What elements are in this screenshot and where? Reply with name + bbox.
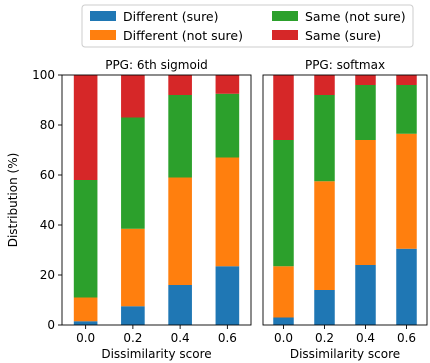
bar-segment [355, 75, 376, 85]
legend-label-different-not-sure: Different (not sure) [123, 28, 243, 43]
x-tick-label: 0.2 [315, 331, 334, 345]
x-tick-label: 0.6 [218, 331, 237, 345]
legend-label-different-sure: Different (sure) [123, 9, 219, 24]
bar-segment [73, 180, 98, 298]
bar-segment [73, 75, 98, 180]
x-tick-label: 0.4 [356, 331, 375, 345]
bar-segment [396, 75, 417, 85]
bar-segment [73, 297, 98, 322]
y-tick-label: 80 [40, 118, 55, 132]
bar-segment [121, 228, 145, 307]
bar-segment [215, 75, 240, 94]
y-tick-label: 60 [40, 168, 55, 182]
x-tick-label: 0.0 [274, 331, 293, 345]
axes-frame [262, 74, 428, 326]
bar-segment [355, 85, 376, 140]
legend-label-same-not-sure: Same (not sure) [305, 9, 406, 24]
bar-segment [314, 290, 335, 325]
chart-panel-softmax: PPG: softmax Dissimilarity score 0.0 0.2 0… [262, 58, 428, 361]
y-tick-label: 40 [40, 218, 55, 232]
bar-segment [314, 75, 335, 95]
legend-frame [81, 4, 414, 48]
legend-swatch-same-sure [272, 30, 298, 40]
y-tick-label: 0 [47, 318, 55, 332]
panel-title: PPG: softmax [305, 58, 385, 72]
bar-segment [215, 266, 240, 325]
bar-segment [355, 265, 376, 325]
bar-segment [168, 177, 192, 285]
bar-segment [314, 95, 335, 182]
bar-segment [121, 306, 145, 325]
bar-segment [396, 248, 417, 325]
bar-segment [215, 157, 240, 267]
x-tick-label: 0.4 [171, 331, 190, 345]
bar-segment [121, 117, 145, 229]
panel-title: PPG: 6th sigmoid [105, 58, 208, 72]
axes-frame [61, 74, 252, 326]
bar-segment [396, 133, 417, 249]
y-axis-label: Distribution (%) [6, 153, 20, 248]
x-tick-label: 0.0 [76, 331, 95, 345]
x-axis-label: Dissimilarity score [101, 347, 211, 361]
bar-segment [168, 95, 192, 178]
bar-segment [73, 321, 98, 325]
bar-segment [355, 140, 376, 265]
y-tick-label: 100 [32, 68, 55, 82]
chart-panel-sigmoid: PPG: 6th sigmoid Distribution (%) Dissim… [6, 58, 252, 361]
legend-swatch-different-not-sure [90, 30, 116, 40]
bar-segment [396, 85, 417, 134]
bar-segment [273, 266, 294, 318]
x-tick-label: 0.2 [123, 331, 142, 345]
x-axis-label: Dissimilarity score [290, 347, 400, 361]
legend-swatch-different-sure [90, 11, 116, 21]
bar-segment [273, 75, 294, 140]
legend: Different (sure) Same (not sure) Differe… [81, 4, 414, 48]
x-tick-label: 0.6 [397, 331, 416, 345]
bar-segment [168, 285, 192, 325]
y-tick-label: 20 [40, 268, 55, 282]
legend-label-same-sure: Same (sure) [305, 28, 381, 43]
bar-segment [273, 317, 294, 325]
bar-segment [273, 140, 294, 267]
bar-segment [121, 75, 145, 118]
legend-swatch-same-not-sure [272, 11, 298, 21]
bar-segment [215, 93, 240, 158]
bar-segment [314, 181, 335, 290]
bar-segment [168, 75, 192, 95]
